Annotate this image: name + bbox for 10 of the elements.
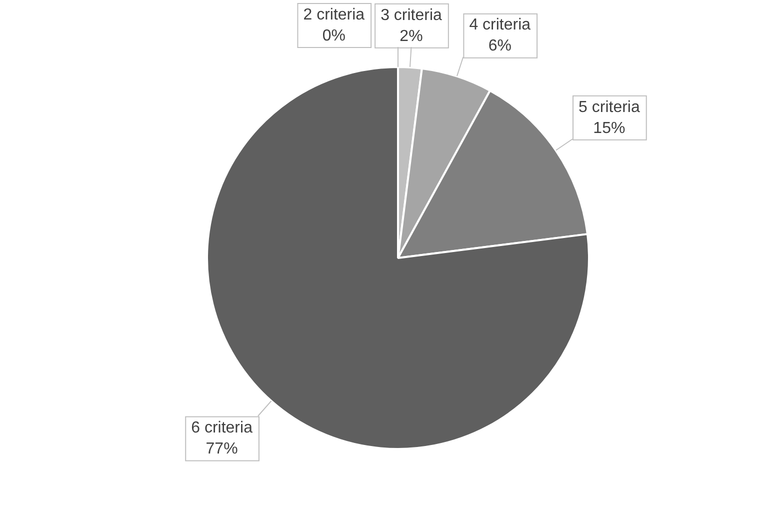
data-label: 77% — [206, 440, 238, 458]
text: 0% — [322, 27, 346, 44]
slice-label: 4 criteria — [469, 16, 531, 34]
data-label: 6% — [488, 38, 512, 55]
data-label: 2% — [400, 28, 423, 45]
category-label: 2 criteria — [303, 6, 365, 24]
slice-label: 5 criteria — [578, 98, 640, 116]
slice-label: 6 criteria — [191, 420, 253, 437]
data-label: 15% — [593, 120, 626, 137]
slice-label: 3 criteria — [380, 6, 442, 24]
